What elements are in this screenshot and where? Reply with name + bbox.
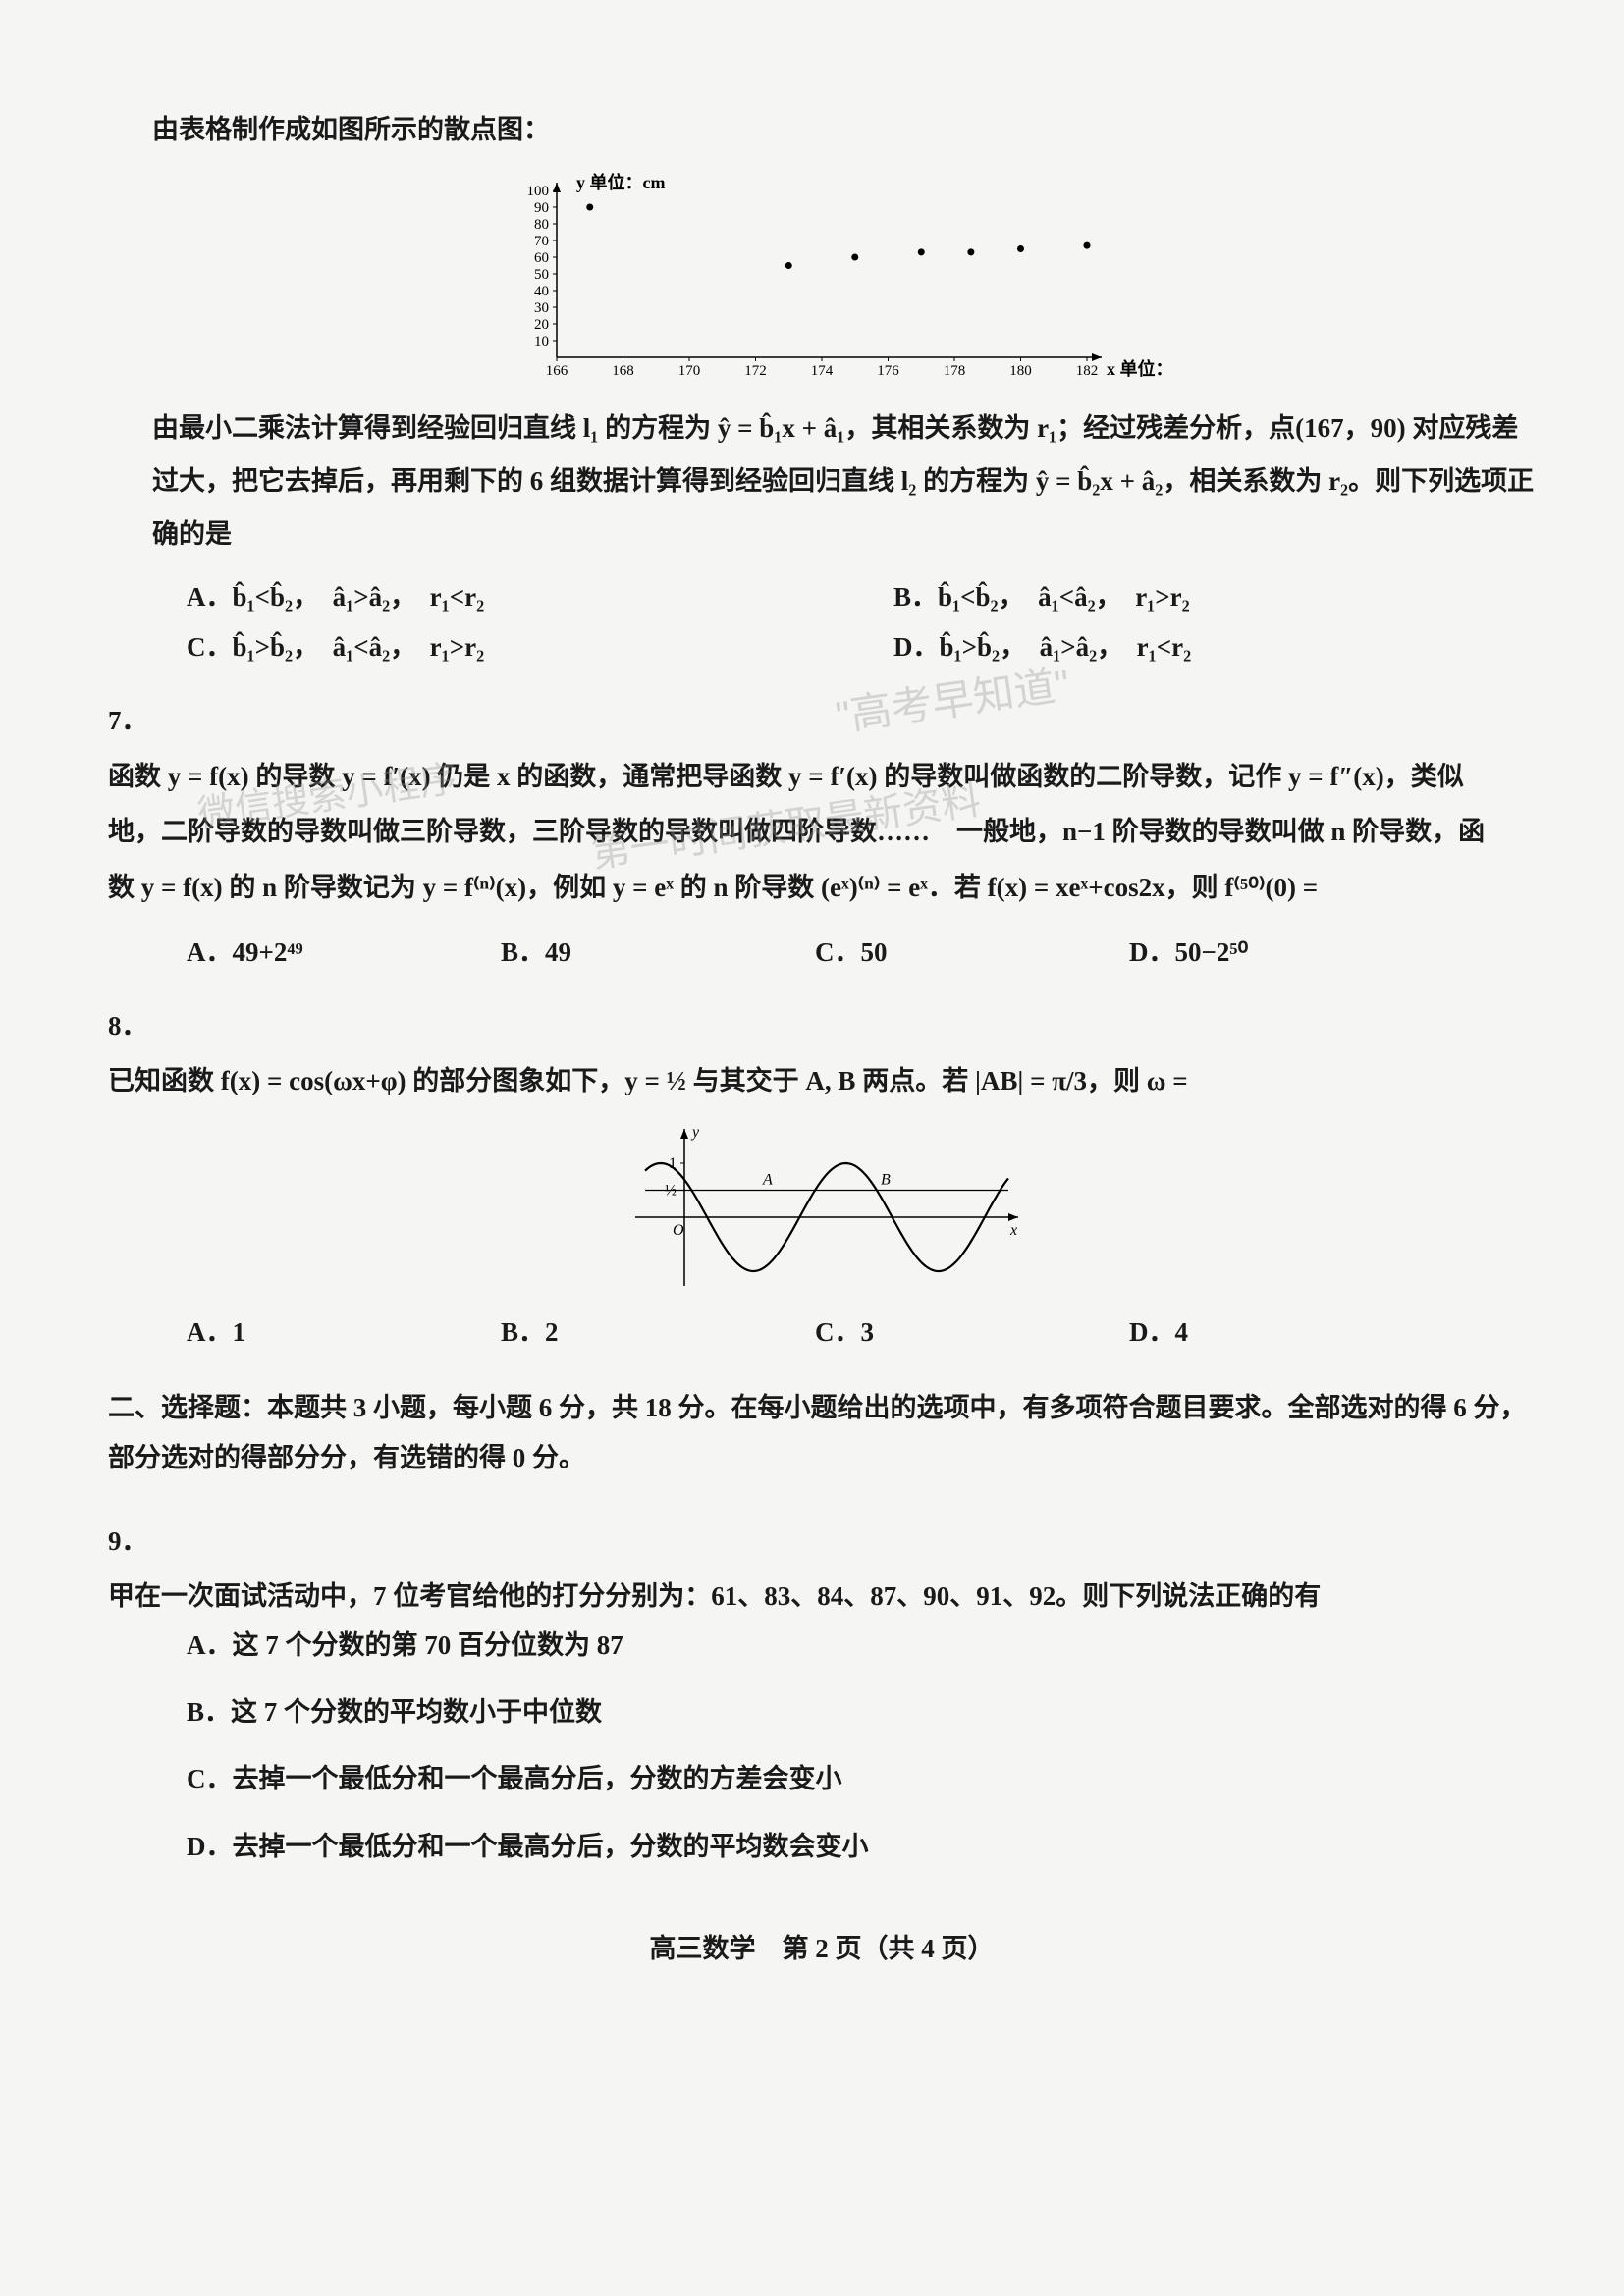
svg-text:180: 180	[1009, 363, 1032, 379]
q6-option-b: B．b̂₁<b̂₂， â₁<â₂， r₁>r₂	[893, 575, 1536, 614]
svg-text:½: ½	[665, 1183, 677, 1200]
svg-text:x: x	[1009, 1222, 1017, 1239]
svg-text:90: 90	[534, 200, 549, 216]
q8-graph: 1 ½ Ox y A B	[616, 1119, 1028, 1296]
page-footer: 高三数学 第 2 页（共 4 页）	[108, 1927, 1536, 1965]
q6-options-row2: C．b̂₁>b̂₂， â₁<â₂， r₁>r₂ D．b̂₁>b̂₂， â₁>â₂…	[108, 625, 1536, 664]
svg-text:10: 10	[534, 334, 549, 349]
q9-option-a: A．这 7 个分数的第 70 百分位数为 87	[108, 1625, 1536, 1667]
q7-option-d: D．50−2⁵⁰	[1129, 931, 1443, 969]
q8-body: 已知函数 f(x) = cos(ωx+φ) 的部分图象如下，y = ½ 与其交于…	[108, 1053, 1487, 1109]
q9: 9． 甲在一次面试活动中，7 位考官给他的打分分别为：61、83、84、87、9…	[108, 1514, 1536, 1625]
scatter-svg: 102030405060708090100 166 168 170 172 174 176 1…	[478, 166, 1165, 382]
svg-text:70: 70	[534, 234, 549, 249]
svg-text:170: 170	[678, 363, 701, 379]
q9-option-c: C．去掉一个最低分和一个最高分后，分数的方差会变小	[108, 1758, 1536, 1800]
q7: 7． 函数 y = f(x) 的导数 y = f′(x) 仍是 x 的函数，通常…	[108, 693, 1536, 916]
svg-text:60: 60	[534, 250, 549, 266]
section2-header: 二、选择题：本题共 3 小题，每小题 6 分，共 18 分。在每小题给出的选项中…	[108, 1383, 1536, 1484]
q7-option-a: A．49+2⁴⁹	[187, 931, 501, 969]
q9-option-d: D．去掉一个最低分和一个最高分后，分数的平均数会变小	[108, 1826, 1536, 1868]
scatter-plot: 102030405060708090100 166 168 170 172 174 176 1…	[478, 166, 1165, 382]
q7-body: 函数 y = f(x) 的导数 y = f′(x) 仍是 x 的函数，通常把导函…	[108, 749, 1487, 916]
svg-text:1: 1	[669, 1155, 677, 1172]
svg-text:20: 20	[534, 317, 549, 333]
svg-text:168: 168	[612, 363, 634, 379]
intro-text: 由表格制作成如图所示的散点图：	[108, 108, 1536, 146]
svg-text:y 单位：cm: y 单位：cm	[576, 172, 665, 192]
q8-option-b: B．2	[501, 1310, 815, 1349]
q8: 8． 已知函数 f(x) = cos(ωx+φ) 的部分图象如下，y = ½ 与…	[108, 998, 1536, 1109]
q8-options: A．1 B．2 C．3 D．4	[108, 1310, 1536, 1349]
q7-options: A．49+2⁴⁹ B．49 C．50 D．50−2⁵⁰	[108, 931, 1536, 969]
q9-num: 9．	[108, 1514, 152, 1570]
svg-text:O: O	[673, 1222, 684, 1239]
q6-option-a: A．b̂₁<b̂₂， â₁>â₂， r₁<r₂	[187, 575, 893, 614]
q6-option-c: C．b̂₁>b̂₂， â₁<â₂， r₁>r₂	[187, 625, 893, 664]
svg-text:B: B	[881, 1172, 891, 1189]
q8-option-c: C．3	[815, 1310, 1129, 1349]
svg-text:x 单位：kg: x 单位：kg	[1107, 358, 1165, 379]
svg-text:y: y	[690, 1124, 700, 1141]
q8-num: 8．	[108, 998, 152, 1054]
svg-text:182: 182	[1076, 363, 1099, 379]
svg-text:172: 172	[744, 363, 767, 379]
svg-text:100: 100	[527, 184, 550, 199]
svg-text:A: A	[762, 1172, 773, 1189]
q8-option-d: D．4	[1129, 1310, 1443, 1349]
svg-text:178: 178	[944, 363, 966, 379]
q6-option-d: D．b̂₁>b̂₂， â₁>â₂， r₁<r₂	[893, 625, 1536, 664]
q8-option-a: A．1	[187, 1310, 501, 1349]
q6-context: 由最小二乘法计算得到经验回归直线 l₁ 的方程为 ŷ = b̂₁x + â₁，其…	[108, 401, 1536, 561]
svg-text:40: 40	[534, 284, 549, 299]
q9-body: 甲在一次面试活动中，7 位考官给他的打分分别为：61、83、84、87、90、9…	[108, 1569, 1487, 1625]
q6-options-row1: A．b̂₁<b̂₂， â₁>â₂， r₁<r₂ B．b̂₁<b̂₂， â₁<â₂…	[108, 575, 1536, 614]
svg-text:50: 50	[534, 267, 549, 283]
q7-option-b: B．49	[501, 931, 815, 969]
q7-option-c: C．50	[815, 931, 1129, 969]
svg-text:166: 166	[546, 363, 568, 379]
q9-option-b: B．这 7 个分数的平均数小于中位数	[108, 1691, 1536, 1734]
svg-text:174: 174	[811, 363, 834, 379]
svg-text:80: 80	[534, 217, 549, 233]
svg-text:176: 176	[877, 363, 899, 379]
q7-num: 7．	[108, 693, 152, 749]
svg-text:30: 30	[534, 300, 549, 316]
